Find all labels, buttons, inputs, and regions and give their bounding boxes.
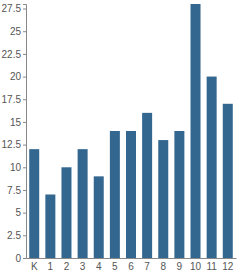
y-tick-mark (23, 213, 26, 214)
y-tick-mark (23, 190, 26, 191)
bar (223, 104, 233, 258)
x-axis-line (27, 258, 237, 259)
x-tick: K (31, 258, 38, 272)
y-tick-mark (23, 77, 26, 78)
x-tick: 1 (48, 258, 54, 272)
x-tick-label: 12 (222, 261, 234, 272)
x-tick-label: 3 (80, 261, 86, 272)
y-tick-label: 20 (10, 71, 22, 82)
y-tick: 5 (15, 207, 26, 218)
plot: 02.557.51012.51517.52022.52527.5K1234567… (2, 3, 237, 272)
x-tick: 4 (96, 258, 102, 272)
x-tick: 7 (144, 258, 150, 272)
y-tick-label: 2.5 (7, 230, 21, 241)
x-tick-label: K (31, 261, 38, 272)
y-tick: 7.5 (7, 185, 26, 196)
y-tick: 20 (10, 71, 26, 82)
y-tick: 0 (15, 253, 26, 264)
y-tick-label: 12.5 (2, 139, 22, 150)
bar (61, 167, 71, 258)
y-tick-mark (23, 99, 26, 100)
x-tick-label: 2 (64, 261, 70, 272)
y-tick-label: 7.5 (7, 185, 21, 196)
y-tick-label: 27.5 (2, 3, 22, 14)
x-tick-label: 8 (160, 261, 166, 272)
y-tick-label: 17.5 (2, 94, 22, 105)
x-tick: 2 (64, 258, 70, 272)
bar (142, 113, 152, 258)
y-tick-mark (23, 235, 26, 236)
y-tick: 27.5 (2, 3, 26, 14)
y-tick-label: 25 (10, 26, 22, 37)
y-tick-mark (23, 122, 26, 123)
x-tick-label: 10 (190, 261, 202, 272)
y-tick: 22.5 (2, 49, 26, 60)
x-tick-label: 6 (128, 261, 134, 272)
x-tick: 8 (160, 258, 166, 272)
x-tick: 11 (206, 258, 217, 272)
y-tick-label: 5 (15, 207, 21, 218)
bar (29, 149, 39, 258)
bar (191, 4, 201, 258)
y-tick-mark (23, 54, 26, 55)
y-tick: 2.5 (7, 230, 26, 241)
y-tick-mark (23, 258, 26, 259)
y-axis-line (23, 5, 27, 259)
x-tick-label: 5 (112, 261, 118, 272)
y-tick-label: 22.5 (2, 49, 22, 60)
y-tick-mark (23, 145, 26, 146)
y-tick: 15 (10, 117, 26, 128)
bar (45, 195, 55, 259)
y-tick: 12.5 (2, 139, 26, 150)
y-tick-label: 0 (15, 253, 21, 264)
bars (29, 4, 233, 258)
y-axis: 0 2.5 5 7.5 10 12.5 15 17.5 20 22.5 25 27.5 (2, 3, 27, 263)
bar (207, 77, 217, 258)
x-tick-label: 7 (144, 261, 150, 272)
y-tick-mark (23, 167, 26, 168)
x-tick-label: 4 (96, 261, 102, 272)
x-tick: 10 (190, 258, 202, 272)
x-tick: 5 (112, 258, 118, 272)
x-tick: 6 (128, 258, 134, 272)
bar (174, 131, 184, 258)
y-tick-mark (23, 9, 26, 10)
x-tick-label: 1 (48, 261, 54, 272)
x-axis: K123456789101112 (27, 258, 237, 272)
bar (158, 140, 168, 258)
bar (94, 176, 104, 258)
x-tick: 12 (222, 258, 234, 272)
bar (110, 131, 120, 258)
bar (126, 131, 136, 258)
chart: 02.557.51012.51517.52022.52527.5K1234567… (0, 0, 240, 277)
y-tick-label: 15 (10, 117, 22, 128)
y-tick: 10 (10, 162, 26, 173)
x-tick: 9 (177, 258, 183, 272)
y-tick-label: 10 (10, 162, 22, 173)
y-tick: 17.5 (2, 94, 26, 105)
bar (78, 149, 88, 258)
x-tick: 3 (80, 258, 86, 272)
y-tick-mark (23, 31, 26, 32)
y-tick: 25 (10, 26, 26, 37)
x-tick-label: 11 (206, 261, 217, 272)
x-tick-label: 9 (177, 261, 183, 272)
